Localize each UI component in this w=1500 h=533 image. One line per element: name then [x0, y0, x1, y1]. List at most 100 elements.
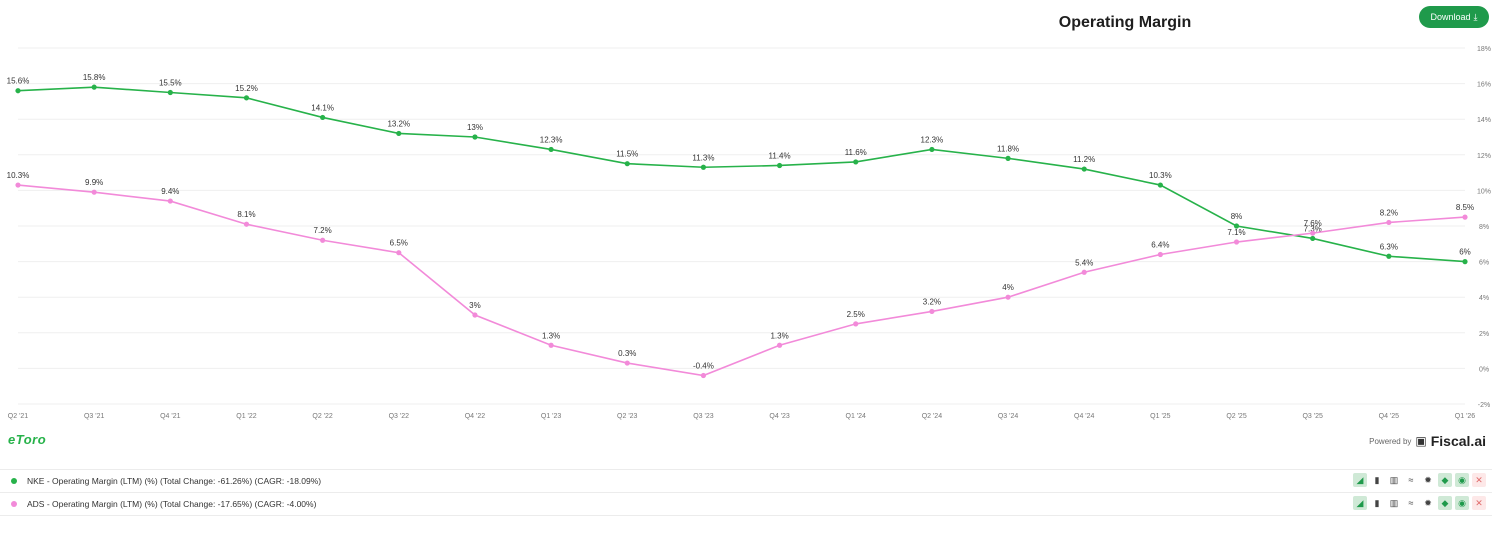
- data-point[interactable]: [700, 372, 707, 379]
- data-label: 4%: [1002, 283, 1014, 292]
- data-point[interactable]: [396, 130, 402, 137]
- data-point[interactable]: [1233, 223, 1240, 229]
- data-point[interactable]: [396, 250, 402, 256]
- x-tick-label: Q4 '25: [1379, 413, 1400, 420]
- data-point[interactable]: [167, 89, 173, 96]
- x-tick-label: Q2 '21: [8, 413, 29, 420]
- stacked-bar-icon[interactable]: ▥: [1389, 474, 1399, 485]
- data-label: 8.2%: [1380, 208, 1398, 217]
- data-point[interactable]: [167, 198, 173, 204]
- legend-bottom-divider: [0, 515, 1492, 516]
- data-label: 8.1%: [237, 210, 255, 219]
- data-point[interactable]: [1157, 182, 1163, 188]
- data-point[interactable]: [320, 114, 326, 121]
- data-point[interactable]: [1386, 219, 1392, 226]
- data-point[interactable]: [853, 159, 859, 165]
- series-nke[interactable]: 15.6% 15.8% 15.5% 15.2% 14.1% 13.2% 13% 12.3% 11…: [7, 73, 1471, 265]
- data-label: 8%: [1231, 212, 1243, 221]
- download-button[interactable]: Download ⤓: [1419, 6, 1489, 28]
- data-label: 15.6%: [7, 77, 30, 86]
- tag-icon[interactable]: ◆: [1438, 496, 1452, 510]
- data-point[interactable]: [1310, 235, 1316, 242]
- data-label: 15.8%: [83, 73, 106, 82]
- data-label: 6.3%: [1380, 242, 1398, 251]
- line-style-icon[interactable]: ≈: [1408, 498, 1414, 508]
- data-point[interactable]: [929, 146, 935, 153]
- legend-row-nke[interactable]: NKE - Operating Margin (LTM) (%) (Total …: [0, 469, 1492, 492]
- data-point[interactable]: [1462, 259, 1468, 265]
- data-point[interactable]: [700, 164, 707, 170]
- data-point[interactable]: [1157, 251, 1163, 258]
- data-point[interactable]: [15, 182, 21, 188]
- bar-chart-icon[interactable]: ▮: [1374, 474, 1380, 485]
- data-point[interactable]: [243, 221, 250, 227]
- data-point[interactable]: [1386, 253, 1392, 259]
- powered-by[interactable]: Powered by ▣ Fiscal.ai: [1369, 433, 1486, 449]
- data-label: 10.3%: [7, 171, 30, 180]
- line-chart: -2% 0% 2% 4% 6% 8% 10% 12% 14% 16% 18% Q2 '21 Q3 '2…: [7, 46, 1491, 420]
- data-point[interactable]: [1462, 214, 1468, 220]
- y-tick-label: 8%: [1479, 224, 1489, 231]
- data-point[interactable]: [853, 321, 859, 327]
- legend-dot-ads: [11, 501, 17, 507]
- data-label: 6%: [1459, 248, 1471, 257]
- data-point[interactable]: [320, 237, 326, 243]
- x-tick-label: Q2 '22: [312, 413, 333, 420]
- data-point[interactable]: [15, 88, 21, 94]
- data-label: 5.4%: [1075, 258, 1093, 267]
- data-point[interactable]: [548, 342, 554, 348]
- settings-icon[interactable]: ✹: [1424, 497, 1432, 508]
- data-point[interactable]: [1310, 230, 1316, 236]
- eye-icon[interactable]: ◉: [1455, 496, 1469, 510]
- data-point[interactable]: [776, 162, 783, 169]
- data-point[interactable]: [929, 308, 935, 315]
- data-point[interactable]: [1081, 166, 1087, 172]
- data-label: 6.5%: [390, 239, 408, 248]
- etoro-logo[interactable]: eToro: [8, 432, 47, 447]
- data-point[interactable]: [776, 342, 783, 348]
- x-tick-label: Q2 '23: [617, 413, 638, 420]
- data-label: 1.3%: [770, 331, 788, 340]
- data-label: 7.3%: [1304, 224, 1322, 233]
- tag-icon[interactable]: ◆: [1438, 473, 1452, 487]
- data-point[interactable]: [1081, 269, 1087, 275]
- remove-icon[interactable]: ✕: [1472, 473, 1486, 487]
- x-tick-label: Q1 '24: [846, 413, 867, 420]
- data-point[interactable]: [91, 189, 97, 195]
- x-tick-label: Q4 '23: [769, 413, 790, 420]
- x-tick-label: Q4 '22: [465, 413, 486, 420]
- chart-title: Operating Margin: [1058, 14, 1192, 31]
- data-point[interactable]: [472, 134, 478, 140]
- data-label: 15.5%: [159, 79, 182, 88]
- stacked-bar-icon[interactable]: ▥: [1389, 497, 1399, 508]
- data-label: 10.3%: [1149, 171, 1172, 180]
- x-tick-label: Q4 '24: [1074, 413, 1095, 420]
- remove-icon[interactable]: ✕: [1472, 496, 1486, 510]
- area-chart-icon[interactable]: ◢: [1353, 496, 1367, 510]
- data-point[interactable]: [624, 161, 630, 167]
- legend-tools-ads: ◢ ▮ ▥ ≈ ✹ ◆ ◉ ✕: [1353, 496, 1486, 510]
- settings-icon[interactable]: ✹: [1424, 474, 1432, 485]
- legend-tools-nke: ◢ ▮ ▥ ≈ ✹ ◆ ◉ ✕: [1353, 473, 1486, 487]
- data-label: 11.5%: [616, 150, 638, 159]
- data-point[interactable]: [472, 312, 478, 318]
- data-point[interactable]: [1005, 294, 1011, 300]
- data-point[interactable]: [91, 84, 97, 90]
- data-point[interactable]: [243, 95, 250, 101]
- download-label: Download: [1430, 12, 1471, 22]
- x-tick-label: Q1 '22: [236, 413, 257, 420]
- data-point[interactable]: [624, 360, 630, 366]
- series-ads[interactable]: 10.3% 9.9% 9.4% 8.1% 7.2% 6.5% 3% 1.3% 0.3% -0.4%…: [7, 171, 1474, 379]
- legend-row-ads[interactable]: ADS - Operating Margin (LTM) (%) (Total …: [0, 492, 1492, 515]
- data-point[interactable]: [1005, 155, 1011, 161]
- data-point[interactable]: [548, 146, 554, 153]
- data-label: 12.3%: [921, 135, 944, 144]
- eye-icon[interactable]: ◉: [1455, 473, 1469, 487]
- x-tick-label: Q3 '23: [693, 413, 714, 420]
- y-tick-label: 10%: [1477, 188, 1491, 195]
- data-point[interactable]: [1233, 239, 1240, 245]
- data-label: 7.2%: [314, 226, 332, 235]
- line-style-icon[interactable]: ≈: [1408, 475, 1414, 485]
- area-chart-icon[interactable]: ◢: [1353, 473, 1367, 487]
- bar-chart-icon[interactable]: ▮: [1374, 497, 1380, 508]
